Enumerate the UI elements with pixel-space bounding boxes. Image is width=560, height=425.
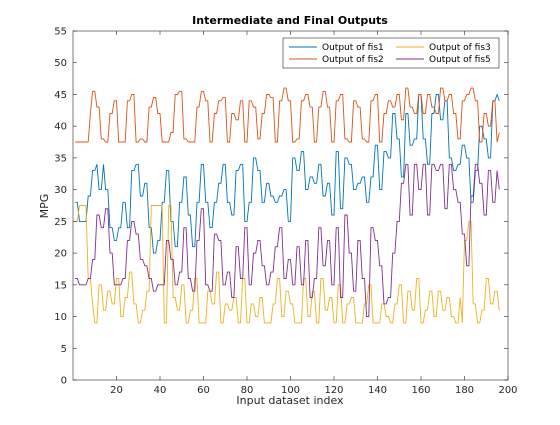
x-tick-label: 180 xyxy=(455,385,474,396)
legend-label: Output of fis1 xyxy=(322,43,384,53)
series-layer xyxy=(75,87,500,324)
y-tick-label: 55 xyxy=(54,27,67,38)
y-tick-label: 40 xyxy=(54,122,67,133)
x-tick-label: 60 xyxy=(197,385,210,396)
y-axis-label: MPG xyxy=(38,194,51,219)
x-tick-label: 140 xyxy=(368,385,387,396)
x-tick-label: 120 xyxy=(324,385,343,396)
series-line-4 xyxy=(75,163,500,317)
y-tick-label: 45 xyxy=(54,90,67,101)
chart-title: Intermediate and Final Outputs xyxy=(192,14,388,27)
x-tick-label: 200 xyxy=(498,385,517,396)
series-line-2 xyxy=(75,87,500,143)
legend-label: Output of fis3 xyxy=(429,43,491,53)
y-tick-label: 10 xyxy=(54,312,67,323)
y-tick-label: 50 xyxy=(54,58,67,69)
y-tick-label: 15 xyxy=(54,280,67,291)
x-tick-label: 20 xyxy=(110,385,123,396)
legend-box xyxy=(282,37,500,69)
legend-label: Output of fis2 xyxy=(322,55,384,65)
y-tick-label: 20 xyxy=(54,249,67,260)
series-line-3 xyxy=(75,205,500,324)
y-tick-label: 30 xyxy=(54,185,67,196)
x-tick-label: 100 xyxy=(281,385,300,396)
x-axis-label: Input dataset index xyxy=(236,394,344,407)
y-tick-label: 25 xyxy=(54,217,67,228)
x-tick-label: 160 xyxy=(411,385,430,396)
x-tick-label: 80 xyxy=(241,385,254,396)
y-tick-label: 0 xyxy=(61,376,67,387)
y-tick-label: 5 xyxy=(61,344,67,355)
axes-layer: 20 40 60 80 100 120 140 160 180 200 0 5 10 15 20 25 30 35… xyxy=(54,27,517,397)
legend: Output of fis1 Output of fis2 Output of fi… xyxy=(282,37,500,69)
x-tick-label: 40 xyxy=(154,385,167,396)
series-line-1 xyxy=(75,93,500,254)
legend-label: Output of fis5 xyxy=(429,55,491,65)
y-tick-label: 35 xyxy=(54,153,67,164)
